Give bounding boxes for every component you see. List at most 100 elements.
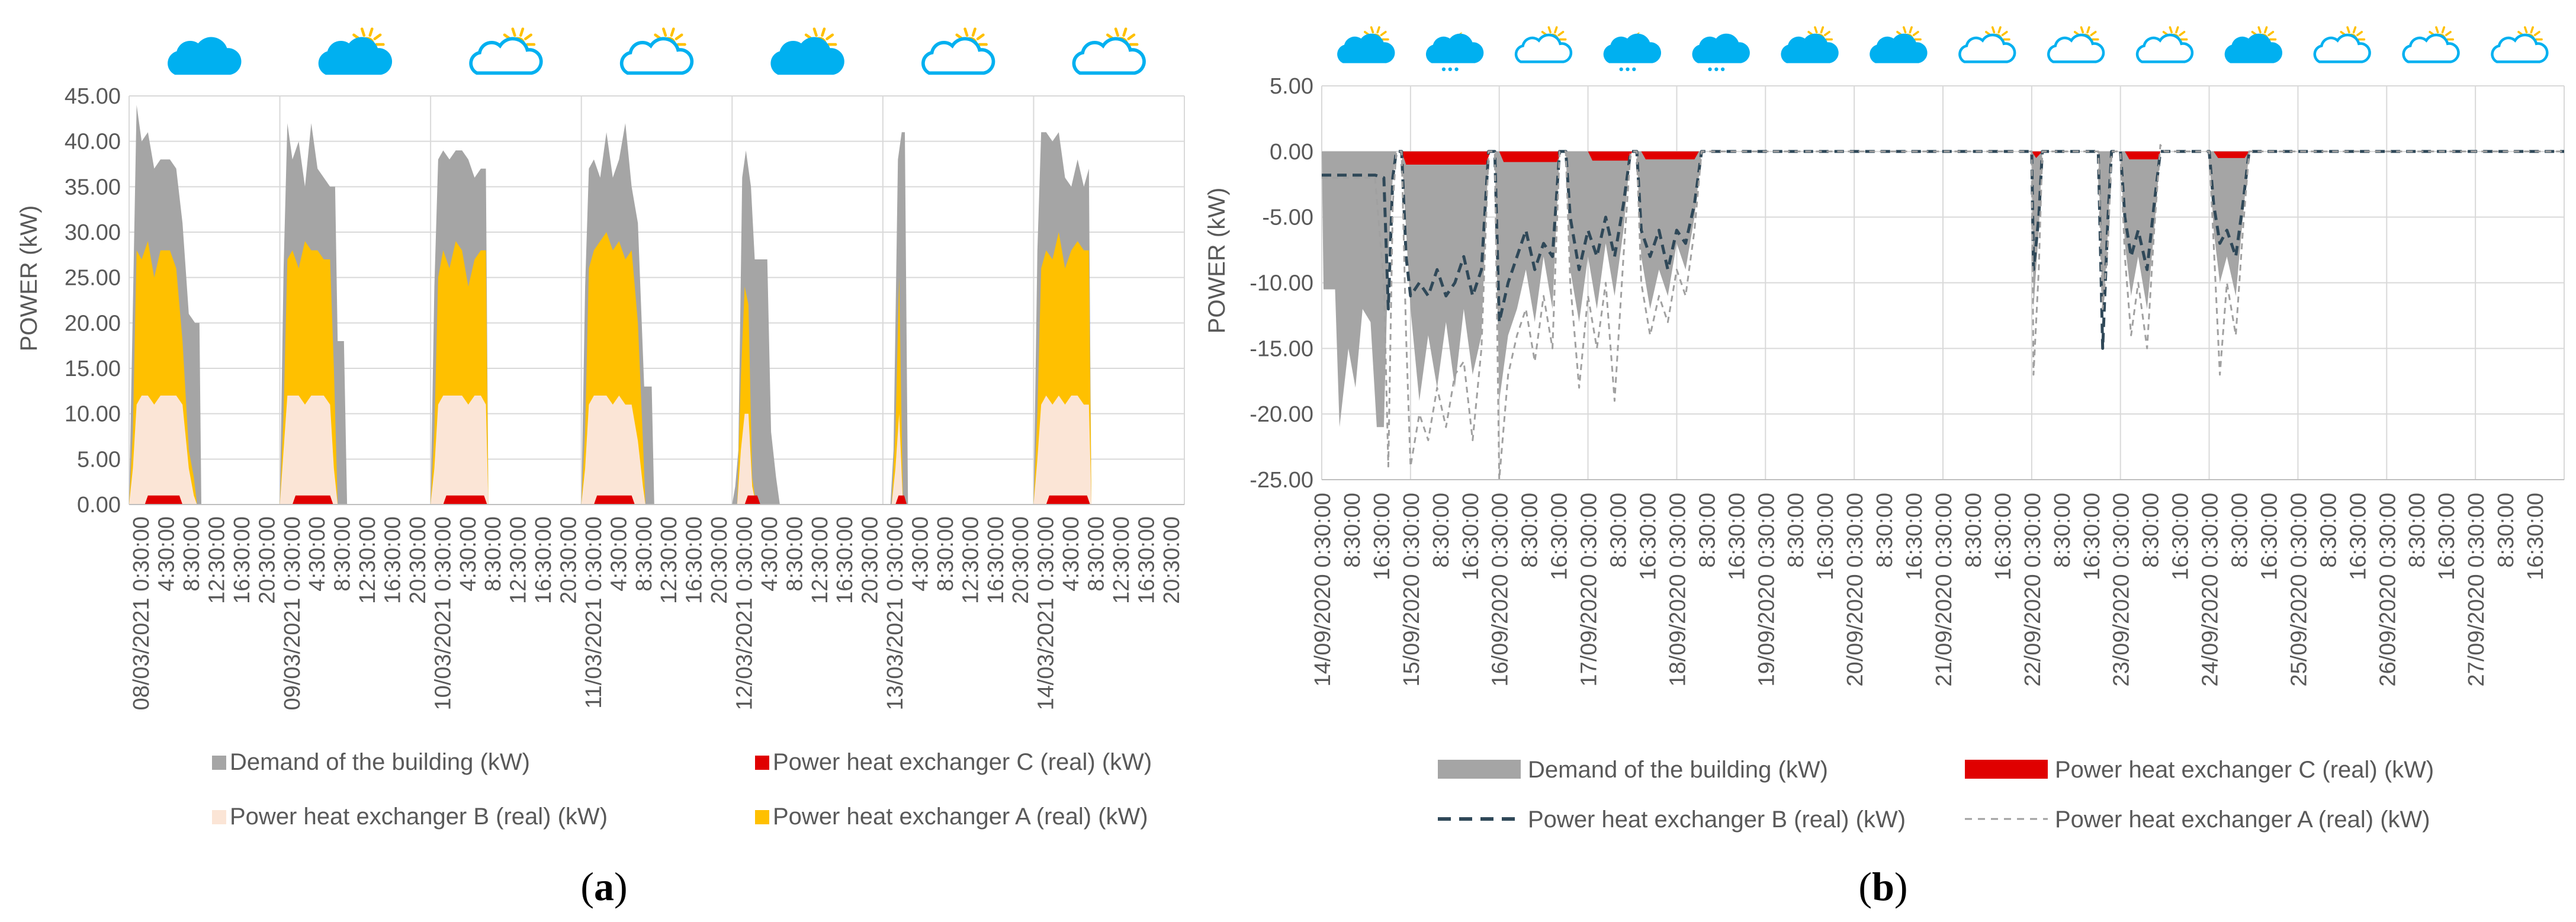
panel-b-legend-label-hx_a_line: Power heat exchanger A (real) (kW): [2055, 807, 2430, 833]
sun-ray-icon: [2001, 31, 2008, 36]
sun-ray-icon: [976, 33, 985, 40]
panel-b-weather-icons: [1337, 26, 2549, 72]
panel-a-x-tick-label: 20:30:00: [406, 516, 431, 604]
sun-ray-icon: [2523, 26, 2528, 34]
panel-a-x-tick-label: 11/03/2021 0:30:00: [582, 516, 606, 709]
panel-b-x-tick-label: 19/09/2020 0:30:00: [1754, 493, 1779, 687]
cloud-icon: [2313, 33, 2371, 63]
panel-a-x-tick-label: 4:30:00: [606, 516, 631, 592]
panel-b-y-tick-label: -20.00: [1250, 402, 1313, 427]
sun-ray-icon: [2267, 31, 2275, 36]
panel-a-x-tick-label: 12:30:00: [355, 516, 380, 604]
panel-b-x-tick-label: 16:30:00: [1724, 493, 1749, 580]
panel-b-y-tick-label: -25.00: [1250, 468, 1313, 493]
panel-a-x-tick-label: 12:30:00: [657, 516, 682, 604]
snowflake-icon: [1632, 67, 1636, 72]
panel-b-series-demand: [1322, 151, 2564, 428]
panel-b-x-tick-label: 18/09/2020 0:30:00: [1665, 493, 1690, 687]
panel-a-weather-icon-1: [318, 27, 392, 75]
panel-b-x-tick-labels: 14/09/2020 0:30:00 8:30:00 16:30:00 15/09/2…: [1311, 493, 2548, 687]
cloud-icon: [469, 37, 543, 75]
panel-a-x-tick-label: 4:30:00: [908, 516, 933, 592]
panel-a-x-tick-label: 8:30:00: [481, 516, 506, 592]
panel-b-x-tick-label: 8:30:00: [1429, 493, 1454, 568]
cloud-icon: [770, 37, 844, 75]
sun-ray-icon: [1114, 27, 1119, 37]
panel-a-x-tick-labels: 08/03/2021 0:30:00 4:30:00 8:30:00 12:30:00…: [129, 516, 1184, 711]
panel-b-x-tick-label: 17/09/2020 0:30:00: [1577, 493, 1602, 687]
panel-b-x-tick-label: 15/09/2020 0:30:00: [1399, 493, 1424, 687]
cloud-icon: [1426, 33, 1484, 63]
panel-b-x-tick-label: 22/09/2020 0:30:00: [2021, 493, 2045, 687]
sun-ray-icon: [1991, 26, 1996, 34]
sun-ray-icon: [2257, 26, 2262, 34]
sun-ray-icon: [674, 33, 683, 40]
panel-b-series-hx_a_line: [1322, 144, 2564, 481]
panel-b-x-tick-label: 16:30:00: [1547, 493, 1572, 580]
sun-ray-icon: [2175, 26, 2179, 34]
cloud-icon: [2491, 33, 2549, 63]
panel-a-x-tick-label: 4:30:00: [155, 516, 179, 592]
panel-b-weather-icon-0: [1337, 26, 1395, 63]
panel-a-x-tick-label: 20:30:00: [707, 516, 732, 604]
panel-a-legend-marker-demand: [212, 756, 226, 770]
sun-ray-icon: [2356, 31, 2363, 36]
panel-a-x-tick-label: 16:30:00: [230, 516, 255, 604]
panel-a-y-tick-label: 20.00: [65, 311, 121, 336]
panel-b-weather-icon-7: [1958, 26, 2016, 63]
sun-ray-icon: [662, 27, 667, 37]
panel-a-series-hx_b: [129, 396, 1184, 505]
sun-ray-icon: [2086, 26, 2090, 34]
panel-b-series: [1322, 144, 2564, 481]
panel-b-series-hx_b_line: [1322, 150, 2564, 350]
sun-ray-icon: [1820, 26, 1825, 34]
panel-b-x-tick-label: 8:30:00: [2405, 493, 2430, 568]
panel-b-x-tick-label: 16:30:00: [2257, 493, 2282, 580]
panel-b-x-tick-label: 16:30:00: [2523, 493, 2548, 580]
panel-a-x-tick-label: 14/03/2021 0:30:00: [1034, 516, 1059, 711]
sun-ray-icon: [1380, 31, 1387, 36]
panel-b-weather-icon-3: [1603, 30, 1661, 72]
panel-a-x-tick-label: 10/03/2021 0:30:00: [431, 516, 455, 711]
panel-b-weather-icon-10: [2224, 26, 2282, 63]
panel-b-x-tick-label: 16:30:00: [1459, 493, 1483, 580]
cloud-icon: [1337, 33, 1395, 63]
sun-ray-icon: [1554, 26, 1558, 34]
panel-b-x-tick-label: 16:30:00: [2434, 493, 2459, 580]
panel-b-x-tick-label: 21/09/2020 0:30:00: [1932, 493, 1957, 687]
panel-b-x-tick-label: 25/09/2020 0:30:00: [2286, 493, 2311, 687]
panel-b-x-tick-label: 8:30:00: [2050, 493, 2075, 568]
panel-b-y-tick-label: 5.00: [1270, 74, 1313, 99]
sun-ray-icon: [511, 27, 516, 37]
sun-ray-icon: [360, 27, 366, 37]
sun-ray-icon: [670, 27, 675, 37]
sun-ray-icon: [1370, 26, 1374, 34]
panel-a-x-tick-label: 16:30:00: [833, 516, 857, 604]
cloud-icon: [318, 37, 392, 75]
cloud-icon: [2224, 33, 2282, 63]
panel-b-x-tick-label: 20/09/2020 0:30:00: [1843, 493, 1868, 687]
sun-ray-icon: [2533, 31, 2540, 36]
panel-a-x-tick-label: 4:30:00: [305, 516, 330, 592]
panel-a-legend-label-hx_c: Power heat exchanger C (real) (kW): [773, 749, 1152, 775]
panel-b-weather-icon-8: [2047, 26, 2105, 63]
sun-ray-icon: [519, 27, 525, 37]
snowflake-icon: [1714, 67, 1719, 72]
panel-a-x-tick-label: 16:30:00: [1134, 516, 1159, 604]
panel-b-y-tick-labels: -25.00 -20.00 -15.00 -10.00 -5.00 0.00 5.00: [1250, 74, 1313, 493]
sun-ray-icon: [373, 33, 382, 40]
panel-b-x-tick-label: 8:30:00: [1784, 493, 1809, 568]
panel-b-x-tick-label: 27/09/2020 0:30:00: [2464, 493, 2489, 687]
panel-b-x-tick-label: 14/09/2020 0:30:00: [1311, 493, 1335, 687]
panel-a-caption: (a): [580, 864, 627, 909]
panel-b-x-tick-label: 8:30:00: [1607, 493, 1631, 568]
sun-ray-icon: [2263, 26, 2268, 34]
panel-a-x-tick-label: 8:30:00: [632, 516, 657, 592]
sun-ray-icon: [2179, 31, 2186, 36]
panel-b-x-tick-label: 8:30:00: [1518, 493, 1543, 568]
sun-ray-icon: [524, 33, 532, 40]
panel-b-x-tick-label: 8:30:00: [2494, 493, 2519, 568]
panel-a: POWER (kW) 0.00 5.00 10.00 15.00 20.00 25.00 3…: [16, 27, 1185, 909]
cloud-icon: [1603, 33, 1661, 63]
panel-b-weather-icon-2: [1514, 26, 1573, 63]
